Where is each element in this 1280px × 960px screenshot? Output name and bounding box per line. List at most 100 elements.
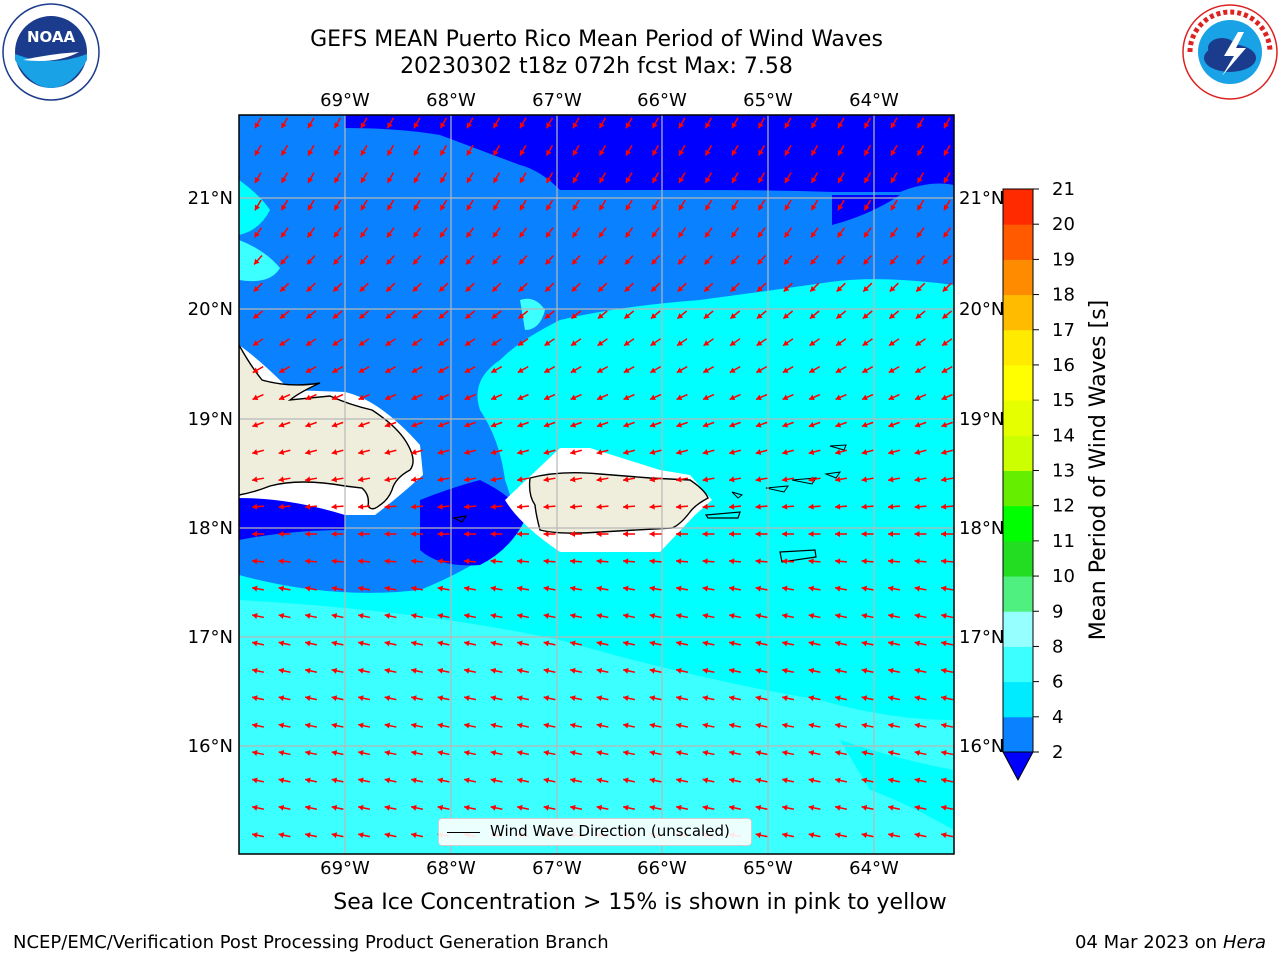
wave-direction-arrowhead (914, 804, 921, 811)
wave-direction-arrowhead (782, 804, 788, 811)
colorbar-tick-label: 15 (1052, 390, 1075, 411)
wave-direction-arrowhead (890, 204, 897, 211)
wave-direction-arrowhead (649, 750, 656, 756)
wave-direction-arrowhead (623, 777, 629, 784)
wave-direction-arrowhead (755, 503, 761, 510)
wave-direction-arrowhead (387, 204, 393, 211)
wave-direction-arrowhead (517, 421, 524, 428)
wave-direction-arrowhead (861, 530, 867, 537)
wave-direction-arrowhead (545, 231, 552, 238)
wave-direction-arrowhead (810, 231, 817, 238)
wave-direction-arrowhead (861, 585, 868, 592)
wave-direction-arrowhead (836, 285, 843, 292)
wave-direction-arrowhead (570, 804, 576, 811)
wave-direction-arrowhead (384, 832, 391, 839)
wave-direction-arrowhead (702, 750, 709, 756)
wave-direction-arrowhead (914, 613, 921, 619)
wave-direction-arrowhead (808, 667, 815, 674)
wave-direction-arrowhead (465, 340, 471, 346)
wave-direction-arrowhead (253, 285, 260, 292)
wave-direction-arrowhead (889, 340, 895, 346)
wave-direction-arrowhead (570, 695, 576, 702)
wave-direction-arrowhead (755, 804, 762, 811)
wave-direction-arrowhead (440, 177, 446, 183)
wave-direction-arrowhead (464, 503, 470, 510)
wave-direction-arrowhead (811, 177, 817, 183)
wave-direction-arrowhead (755, 476, 762, 483)
wave-direction-arrowhead (941, 394, 948, 401)
wave-direction-arrowhead (413, 122, 420, 129)
wave-direction-arrowhead (360, 122, 367, 129)
wave-direction-arrowhead (543, 695, 550, 702)
wave-direction-arrowhead (438, 340, 445, 346)
wave-direction-arrowhead (729, 804, 735, 811)
wave-direction-arrowhead (306, 313, 313, 319)
wave-direction-arrowhead (278, 695, 285, 702)
wave-direction-arrowhead (914, 476, 921, 483)
wave-direction-arrowhead (491, 340, 498, 346)
wave-direction-arrowhead (861, 832, 868, 839)
wave-direction-arrowhead (704, 258, 711, 265)
wave-direction-arrowhead (280, 258, 287, 265)
wave-direction-arrowhead (862, 313, 869, 319)
wave-direction-arrowhead (678, 122, 685, 129)
wave-direction-arrowhead (758, 149, 764, 156)
wave-direction-arrowhead (252, 394, 259, 401)
wave-direction-arrowhead (305, 750, 311, 756)
wave-direction-arrowhead (490, 449, 497, 455)
wave-direction-arrowhead (411, 832, 417, 839)
wave-direction-arrowhead (358, 667, 364, 674)
wave-direction-arrowhead (278, 640, 285, 647)
wave-direction-arrowhead (334, 177, 340, 183)
wave-direction-arrowhead (411, 503, 417, 510)
lon-labels-top: 69°W 68°W 67°W 66°W 65°W 64°W (320, 90, 899, 111)
wave-direction-arrowhead (571, 285, 578, 292)
lat-label: 20°N (188, 299, 233, 320)
wave-direction-arrowhead (652, 204, 658, 211)
wave-direction-arrowhead (411, 367, 418, 373)
wave-direction-arrowhead (729, 476, 735, 483)
wave-direction-arrowhead (545, 285, 551, 292)
wave-direction-arrowhead (493, 177, 499, 183)
wave-direction-arrowhead (278, 421, 285, 428)
wave-direction-arrowhead (519, 149, 526, 156)
lon-label: 69°W (320, 90, 370, 111)
wave-direction-arrowhead (543, 476, 550, 483)
wave-direction-arrowhead (702, 722, 709, 729)
lat-label: 20°N (959, 299, 1004, 320)
colorbar-segment (1003, 294, 1033, 331)
wave-direction-arrowhead (703, 367, 710, 373)
wave-direction-arrowhead (437, 503, 443, 510)
wave-direction-arrowhead (808, 530, 814, 537)
wave-direction-arrowhead (862, 394, 868, 401)
wave-direction-arrowhead (281, 177, 287, 183)
wave-direction-arrowhead (543, 777, 550, 784)
wave-direction-arrowhead (440, 204, 446, 211)
wave-direction-arrowhead (411, 722, 417, 729)
wave-direction-arrowhead (808, 476, 815, 483)
wave-direction-arrowhead (252, 503, 258, 510)
wave-direction-arrowhead (413, 204, 420, 211)
colorbar-title: Mean Period of Wind Waves [s] (1086, 300, 1111, 640)
wave-direction-arrowhead (916, 258, 923, 265)
wave-direction-arrowhead (888, 558, 894, 565)
wave-direction-arrowhead (490, 722, 497, 729)
wave-direction-arrowhead (305, 722, 311, 729)
wave-direction-arrowhead (358, 476, 364, 483)
wave-direction-arrowhead (757, 285, 763, 292)
wave-direction-arrowhead (808, 804, 815, 811)
wave-direction-arrowhead (729, 530, 735, 537)
wave-direction-arrowhead (252, 804, 258, 811)
wave-direction-arrowhead (916, 285, 922, 292)
wave-direction-arrowhead (517, 804, 523, 811)
wave-direction-arrowhead (784, 149, 791, 156)
wave-direction-arrowhead (809, 313, 816, 319)
colorbar-tick-label: 14 (1052, 425, 1075, 446)
wave-direction-arrowhead (307, 231, 313, 238)
wave-direction-arrowhead (888, 421, 895, 428)
wave-direction-arrowhead (652, 177, 658, 183)
wave-direction-arrowhead (623, 640, 629, 647)
wave-direction-arrowhead (808, 613, 815, 619)
wave-direction-arrowhead (517, 750, 523, 756)
footer-machine: Hera (1222, 932, 1266, 953)
